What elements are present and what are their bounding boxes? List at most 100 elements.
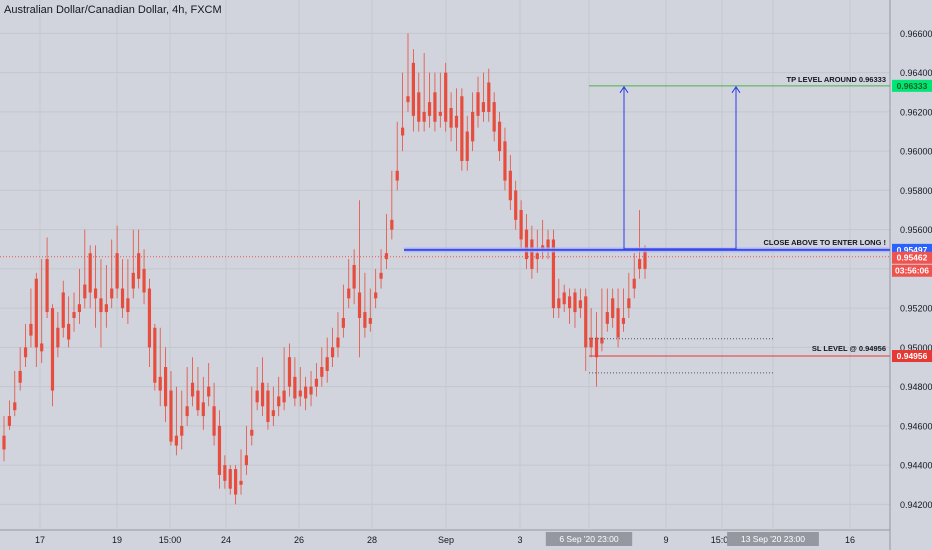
candle-down bbox=[180, 426, 183, 436]
candle-down bbox=[261, 383, 264, 407]
candle-down bbox=[396, 171, 399, 181]
candle-down bbox=[476, 92, 479, 116]
candle-down bbox=[212, 406, 215, 435]
candle-down bbox=[320, 367, 323, 377]
candle-down bbox=[250, 430, 253, 436]
candle-down bbox=[196, 391, 199, 411]
candle-down bbox=[277, 396, 280, 406]
candle-down bbox=[35, 279, 38, 348]
candle-down bbox=[471, 112, 474, 141]
candle-down bbox=[616, 308, 619, 337]
candle-down bbox=[105, 304, 108, 312]
candle-down bbox=[94, 289, 97, 299]
tp-price-badge-text: 0.96333 bbox=[897, 81, 928, 91]
candle-down bbox=[299, 391, 302, 397]
candle-down bbox=[121, 289, 124, 309]
x-tick-label: 19 bbox=[112, 535, 122, 545]
candle-down bbox=[8, 416, 11, 426]
candle-down bbox=[417, 92, 420, 121]
candle-down bbox=[579, 300, 582, 308]
countdown-price-badge-text: 03:56:06 bbox=[895, 266, 929, 276]
candle-down bbox=[45, 259, 48, 312]
x-tick-label: 28 bbox=[367, 535, 377, 545]
candle-down bbox=[40, 343, 43, 351]
candle-down bbox=[186, 406, 189, 416]
candle-down bbox=[83, 285, 86, 299]
candle-down bbox=[530, 239, 533, 268]
candle-down bbox=[132, 273, 135, 289]
candle-down bbox=[266, 391, 269, 422]
candle-down bbox=[509, 171, 512, 200]
candle-down bbox=[353, 265, 356, 289]
candle-down bbox=[89, 253, 92, 292]
candle-down bbox=[202, 402, 205, 416]
candle-down bbox=[385, 253, 388, 259]
candle-down bbox=[116, 253, 119, 288]
candle-down bbox=[309, 387, 312, 395]
candle-down bbox=[164, 367, 167, 406]
candle-down bbox=[239, 481, 242, 485]
candle-down bbox=[611, 298, 614, 318]
candle-down bbox=[293, 377, 296, 399]
candle-down bbox=[110, 289, 113, 299]
candle-down bbox=[638, 259, 641, 269]
candle-down bbox=[536, 253, 539, 259]
candle-down bbox=[487, 82, 490, 111]
candle-down bbox=[347, 289, 350, 299]
tp-level-label: TP LEVEL AROUND 0.96333 bbox=[787, 75, 886, 84]
candle-down bbox=[358, 292, 361, 318]
candle-down bbox=[207, 387, 210, 397]
candle-down bbox=[363, 312, 366, 328]
candle-down bbox=[229, 469, 232, 489]
candle-down bbox=[72, 312, 75, 318]
candle-down bbox=[460, 96, 463, 161]
candle-down bbox=[159, 377, 162, 391]
y-tick-label: 0.95200 bbox=[900, 304, 932, 314]
candle-down bbox=[62, 292, 65, 327]
candle-down bbox=[428, 102, 431, 116]
candle-down bbox=[78, 304, 81, 312]
candle-down bbox=[439, 112, 442, 116]
candle-down bbox=[568, 296, 571, 308]
y-tick-label: 0.95800 bbox=[900, 186, 932, 196]
candle-down bbox=[169, 391, 172, 442]
candle-down bbox=[412, 63, 415, 116]
candle-down bbox=[622, 318, 625, 324]
candle-down bbox=[283, 391, 286, 403]
y-tick-label: 0.94600 bbox=[900, 421, 932, 431]
current-price-badge-text: 0.95462 bbox=[897, 253, 928, 263]
y-tick-label: 0.94200 bbox=[900, 500, 932, 510]
candle-down bbox=[374, 292, 377, 298]
candle-down bbox=[142, 269, 145, 293]
candle-down bbox=[401, 128, 404, 136]
entry-level-label: CLOSE ABOVE TO ENTER LONG ! bbox=[763, 238, 886, 247]
candle-down bbox=[19, 371, 22, 383]
candle-down bbox=[573, 292, 576, 312]
candle-down bbox=[336, 338, 339, 348]
y-tick-label: 0.96400 bbox=[900, 68, 932, 78]
candle-down bbox=[493, 102, 496, 131]
y-tick-label: 0.94400 bbox=[900, 461, 932, 471]
candle-down bbox=[256, 391, 259, 403]
y-tick-label: 0.94800 bbox=[900, 382, 932, 392]
sl-level-label: SL LEVEL @ 0.94956 bbox=[812, 344, 886, 353]
candle-down bbox=[13, 402, 16, 410]
x-tick-label: 26 bbox=[294, 535, 304, 545]
candle-down bbox=[482, 102, 485, 112]
x-tick-label: Sep bbox=[438, 535, 454, 545]
x-tick-label: 17 bbox=[35, 535, 45, 545]
x-tick-label: 24 bbox=[221, 535, 231, 545]
candle-down bbox=[342, 318, 345, 328]
candle-down bbox=[390, 220, 393, 230]
candle-down bbox=[272, 410, 275, 416]
y-tick-label: 0.96000 bbox=[900, 147, 932, 157]
candle-down bbox=[153, 328, 156, 383]
candle-down bbox=[369, 318, 372, 324]
candle-down bbox=[433, 92, 436, 121]
sl-price-badge-text: 0.94956 bbox=[897, 351, 928, 361]
candle-down bbox=[56, 328, 59, 348]
x-tick-label: 13 Sep '20 23:00 bbox=[741, 534, 805, 544]
candle-down bbox=[331, 347, 334, 357]
